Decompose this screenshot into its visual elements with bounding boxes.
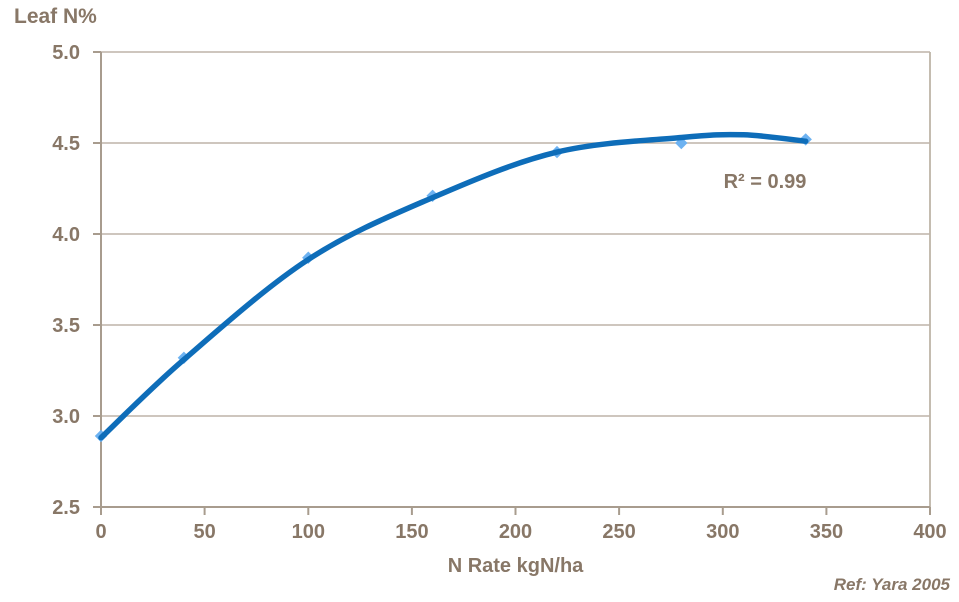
x-axis-title: N Rate kgN/ha (447, 555, 584, 577)
x-tick-label: 350 (810, 521, 843, 543)
y-tick-label: 4.5 (52, 133, 80, 155)
chart-title: Leaf N% (14, 5, 97, 28)
reference-note: Ref: Yara 2005 (833, 575, 950, 594)
y-tick-label: 3.0 (52, 406, 80, 428)
x-tick-label: 150 (395, 521, 428, 543)
x-tick-label: 0 (95, 521, 106, 543)
x-tick-label: 50 (193, 521, 215, 543)
trend-line (98, 131, 809, 441)
x-tick-label: 100 (292, 521, 325, 543)
x-tick-label: 200 (499, 521, 532, 543)
x-tick-label: 300 (706, 521, 739, 543)
y-tick-label: 4.0 (52, 224, 80, 246)
r-squared-annotation: R² = 0.99 (723, 171, 807, 193)
y-tick-label: 3.5 (52, 315, 80, 337)
y-tick-label: 5.0 (52, 42, 80, 64)
x-tick-label: 250 (602, 521, 635, 543)
data-point-marker (675, 136, 688, 150)
x-tick-label: 400 (913, 521, 946, 543)
y-tick-label: 2.5 (52, 497, 80, 519)
